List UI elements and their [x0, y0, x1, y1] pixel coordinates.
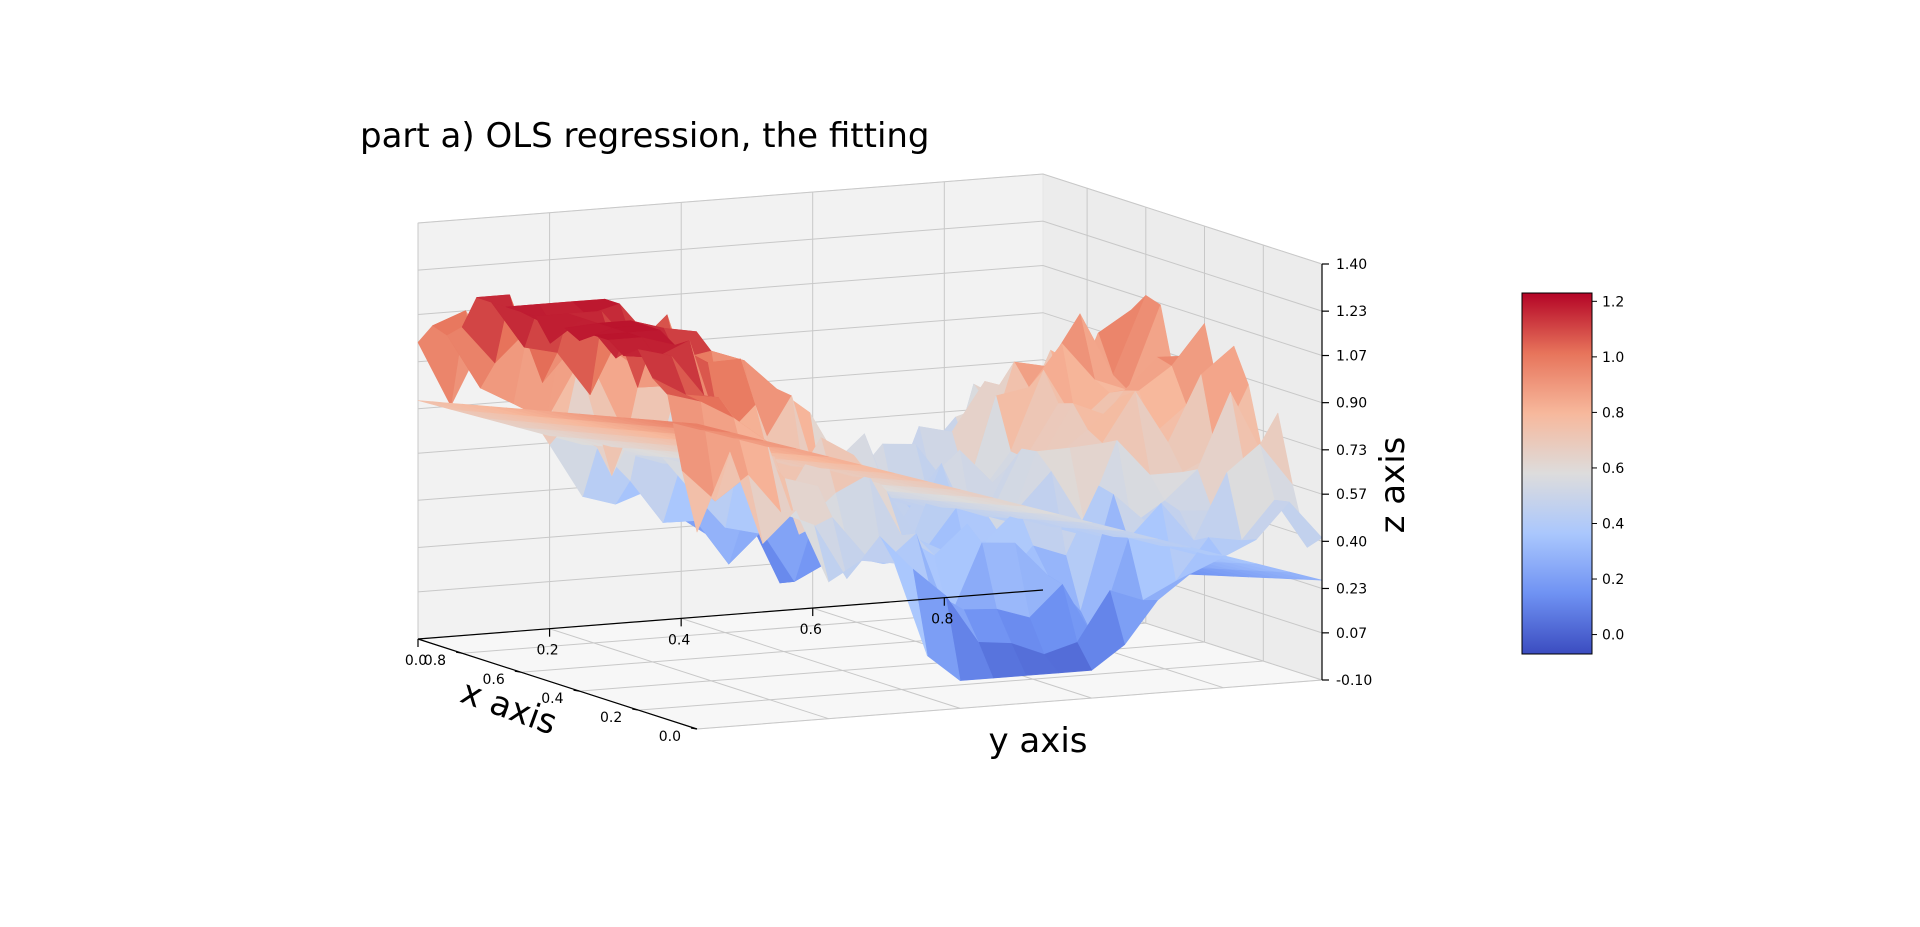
z-tick-label: 0.73	[1336, 443, 1367, 459]
x-tick-mark	[632, 708, 639, 711]
x-tick-label: 0.4	[541, 691, 563, 707]
z-tick-label: 1.40	[1336, 257, 1367, 273]
x-tick-mark	[514, 670, 521, 673]
x-tick-mark	[455, 651, 463, 654]
z-tick-label: 0.90	[1336, 396, 1367, 412]
z-tick-label: 1.07	[1336, 349, 1367, 365]
y-tick-label: 0.6	[800, 622, 822, 638]
colorbar-tick-label: 1.2	[1602, 294, 1624, 310]
x-tick-mark	[690, 727, 698, 730]
y-axis-label: y axis	[988, 721, 1087, 761]
z-tick-label: 1.23	[1336, 304, 1367, 320]
z-tick-label: -0.10	[1336, 673, 1372, 689]
fit-plane-patch	[681, 422, 731, 433]
surface-plot	[417, 294, 1323, 681]
y-axis-line	[417, 589, 1044, 640]
z-gridline	[417, 220, 1323, 312]
surface-patch	[681, 451, 731, 533]
colorbar: 0.0 0.2 0.4 0.6 0.8 1.0 1.2	[1521, 292, 1624, 655]
y-tick-label: 0.0	[405, 653, 427, 669]
colorbar-tick-label: 0.6	[1602, 461, 1624, 477]
z-axis-label: z axis	[1373, 437, 1413, 534]
axes-ticks: 0.00.20.40.60.80.00.20.40.60.8-0.100.070…	[405, 257, 1372, 745]
y-tick-label: 0.2	[536, 643, 558, 659]
x-axis-line	[417, 638, 698, 730]
colorbar-bar	[1521, 292, 1593, 655]
x-tick-label: 0.2	[600, 710, 622, 726]
y-tick-label: 0.8	[931, 612, 953, 628]
colorbar-tick-label: 0.2	[1602, 572, 1624, 588]
x-axis-label: x axis	[455, 672, 562, 743]
z-gridline	[417, 264, 1323, 356]
z-tick-label: 0.23	[1336, 581, 1367, 597]
z-tick-label: 0.40	[1336, 534, 1367, 550]
colorbar-tick-label: 1.0	[1602, 350, 1624, 366]
z-tick-label: 0.07	[1336, 626, 1367, 642]
colorbar-tick-label: 0.0	[1602, 628, 1624, 644]
x-tick-label: 0.0	[659, 729, 681, 745]
x-tick-label: 0.8	[424, 653, 446, 669]
z-tick-label: 0.57	[1336, 487, 1367, 503]
x-tick-label: 0.6	[483, 672, 505, 688]
z-gridline	[417, 173, 1323, 265]
chart-title: part a) OLS regression, the fitting	[360, 116, 930, 156]
colorbar-tick-label: 0.8	[1602, 405, 1624, 421]
colorbar-tick-label: 0.4	[1602, 516, 1624, 532]
x-tick-mark	[573, 689, 580, 692]
y-tick-label: 0.4	[668, 632, 690, 648]
